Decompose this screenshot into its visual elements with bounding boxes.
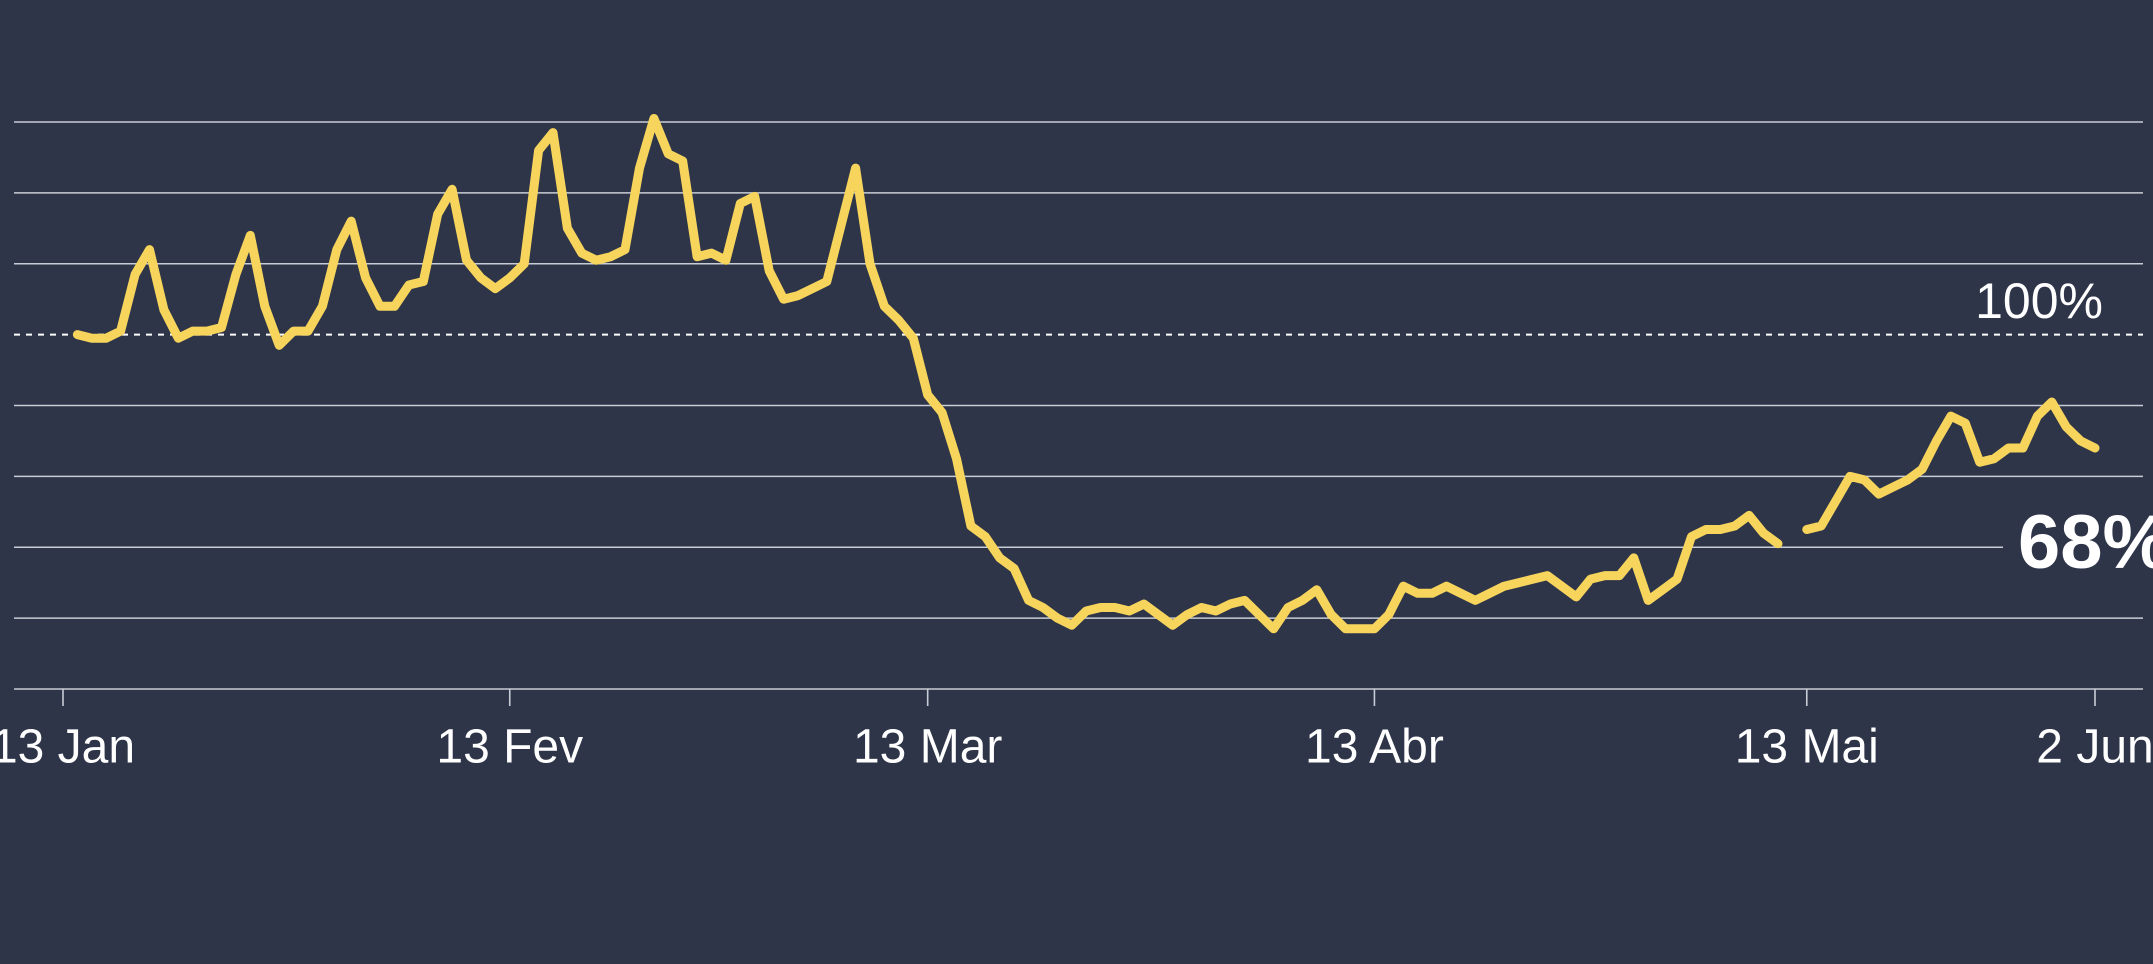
reference-label: 100% bbox=[1975, 273, 2103, 329]
x-tick-label: 13 Abr bbox=[1305, 721, 1444, 774]
label-backdrop bbox=[2003, 508, 2153, 599]
series-line bbox=[72, 114, 2100, 634]
x-tick-label: 2 Jun bbox=[2036, 721, 2153, 774]
x-tick-label: 13 Fev bbox=[436, 721, 583, 774]
x-tick-label: 13 Mai bbox=[1735, 721, 1879, 774]
x-tick-label: 13 Mar bbox=[853, 721, 1002, 774]
end-label: 68% bbox=[2018, 500, 2153, 585]
x-tick-label: 13 Jan bbox=[0, 721, 135, 774]
